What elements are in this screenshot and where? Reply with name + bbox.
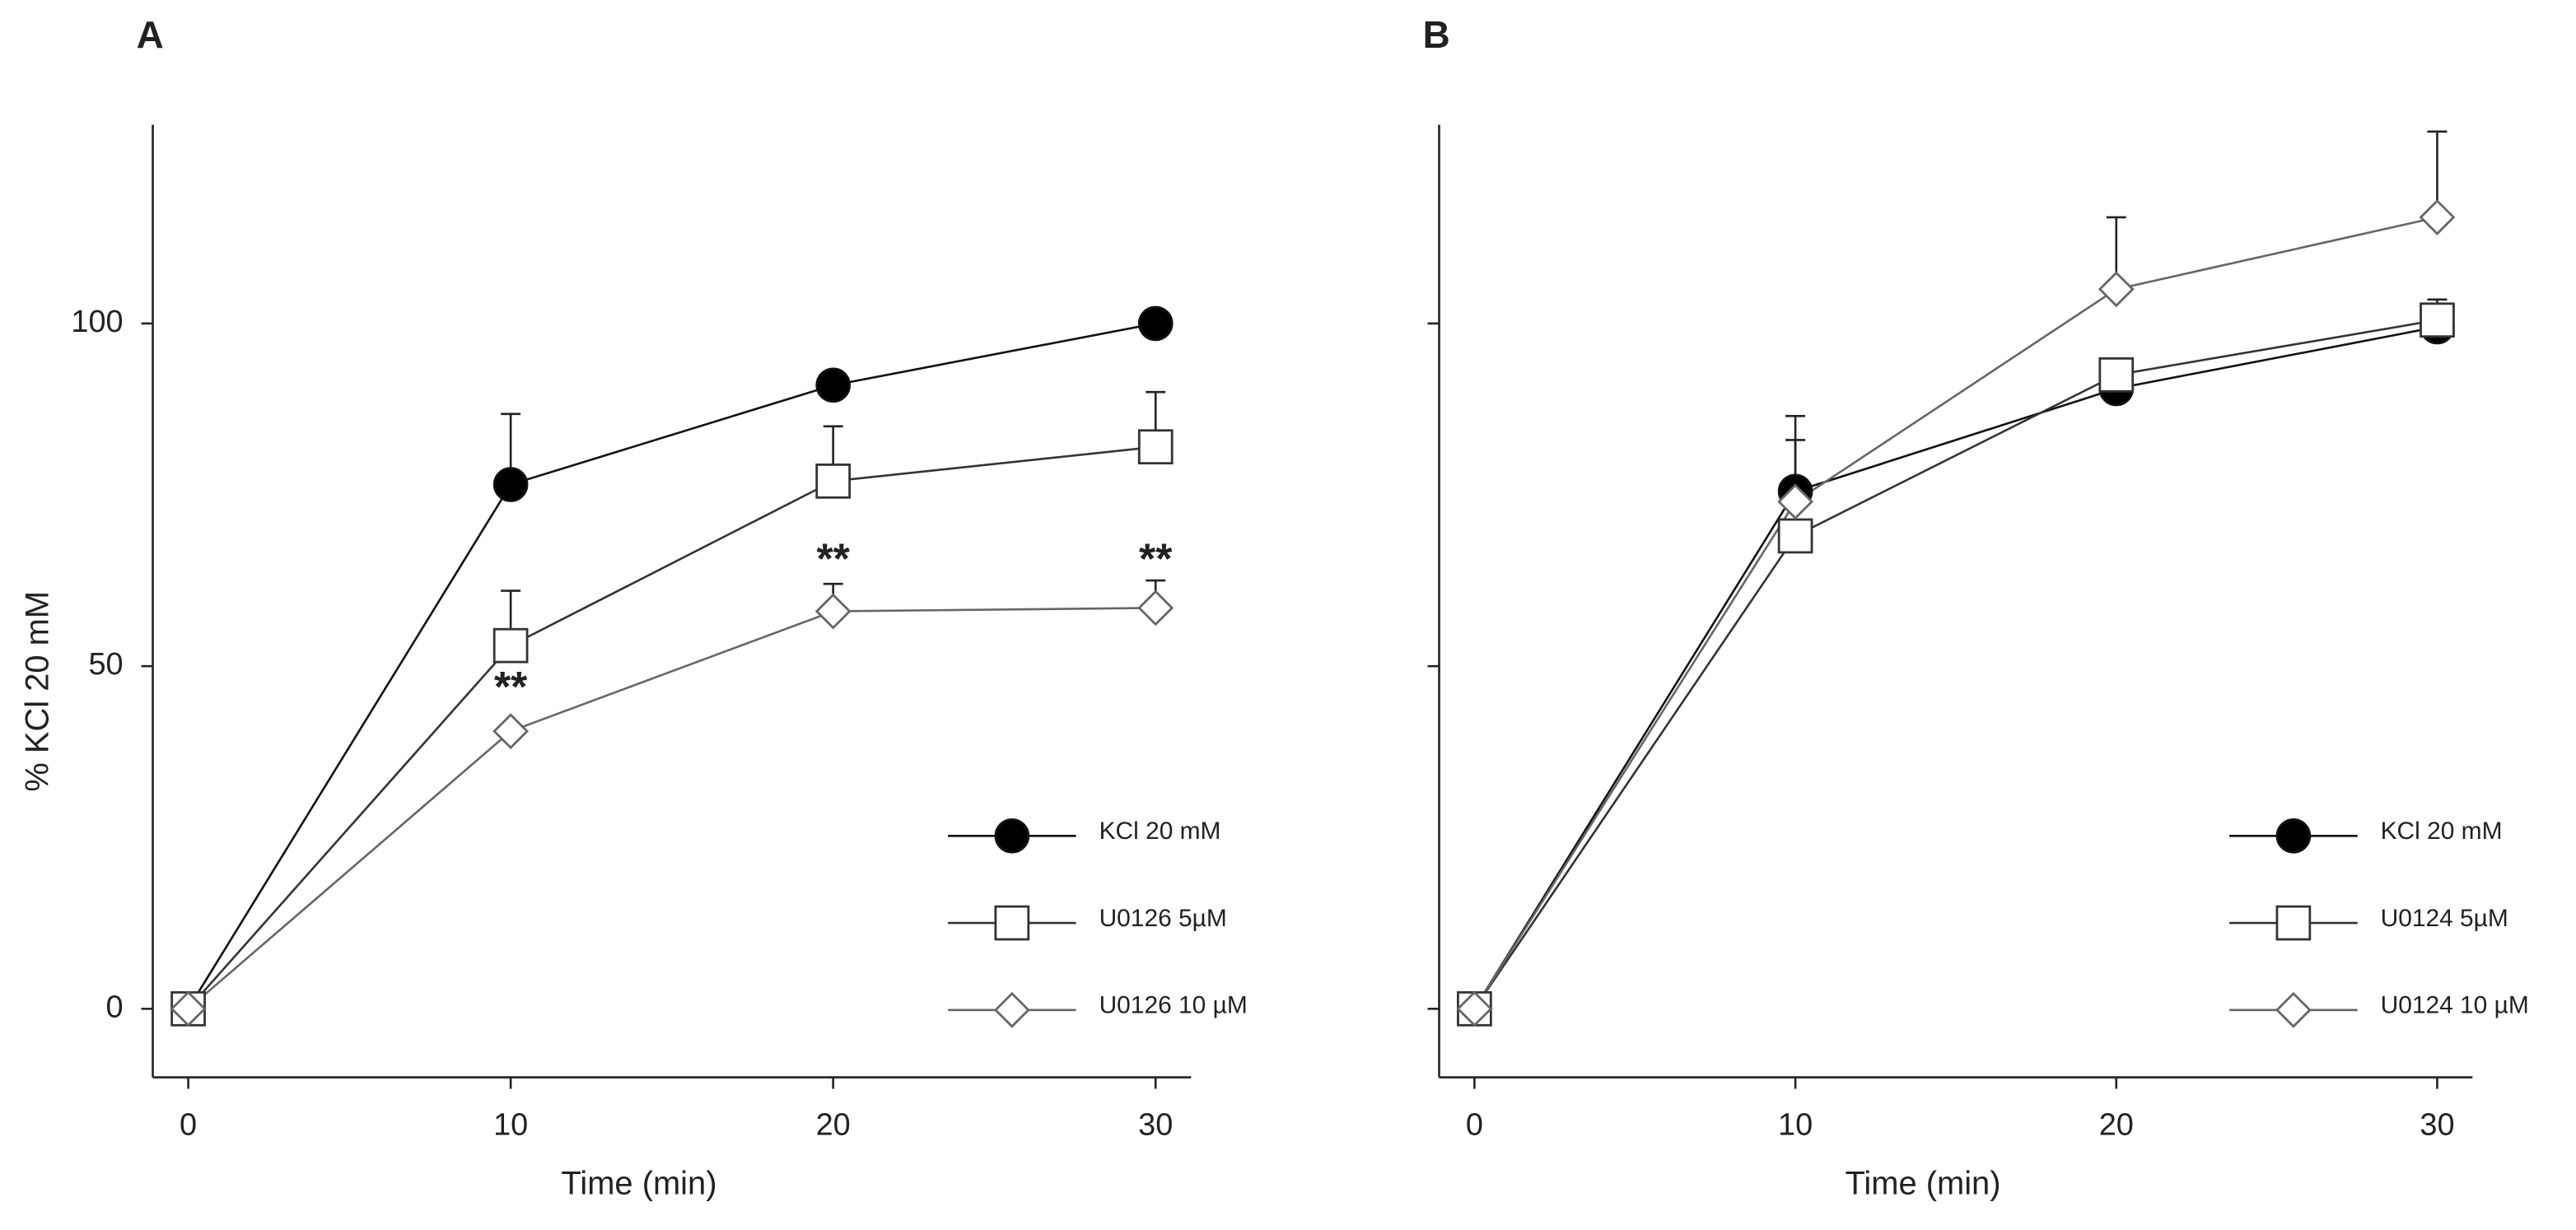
data-point	[1137, 305, 1174, 342]
x-tick-label: 10	[493, 1107, 528, 1142]
legend-label: U0126 10 µM	[1099, 992, 1248, 1019]
data-point	[1137, 429, 1174, 465]
legend-marker	[2275, 818, 2312, 854]
x-tick-label: 30	[2420, 1107, 2454, 1142]
x-tick-label: 0	[1466, 1107, 1483, 1142]
legend-label: U0124 10 µM	[2381, 992, 2529, 1019]
panel-label: B	[1423, 13, 1450, 56]
data-point	[814, 593, 852, 630]
data-point	[1777, 483, 1814, 520]
legend-marker	[994, 818, 1030, 854]
y-tick-label: 50	[88, 647, 123, 682]
series-line	[187, 607, 1156, 1010]
data-point	[2098, 271, 2135, 308]
data-point	[1456, 990, 1493, 1027]
data-point	[2098, 357, 2135, 393]
legend-label: KCl 20 mM	[1099, 818, 1221, 845]
data-point	[492, 627, 529, 664]
data-point	[492, 467, 529, 502]
x-tick-label: 30	[1138, 1107, 1173, 1142]
data-point	[815, 367, 852, 403]
legend-marker	[2275, 905, 2312, 941]
y-tick-label: 0	[106, 990, 124, 1024]
annotation: **	[1139, 534, 1173, 582]
y-axis-label: % KCl 20 mM	[19, 591, 55, 792]
data-point	[492, 713, 530, 750]
y-tick-label: 100	[71, 305, 123, 339]
series-line	[1473, 216, 2438, 1010]
legend-label: U0126 5µM	[1099, 905, 1227, 932]
data-point	[2420, 302, 2455, 338]
series-line	[187, 445, 1156, 1010]
annotation: **	[816, 534, 850, 582]
legend-marker	[994, 905, 1030, 941]
data-point	[2419, 198, 2456, 235]
legend-label: U0124 5µM	[2381, 905, 2508, 932]
legend-marker	[993, 991, 1030, 1028]
data-point	[170, 990, 207, 1027]
x-tick-label: 20	[2099, 1107, 2134, 1142]
annotation: **	[494, 663, 528, 711]
series-line	[1473, 319, 2438, 1010]
panel-label: A	[137, 13, 164, 56]
x-tick-label: 20	[816, 1107, 851, 1142]
series-line	[1473, 325, 2438, 1010]
x-axis-label: Time (min)	[561, 1166, 716, 1202]
x-axis-label: Time (min)	[1846, 1166, 2001, 1202]
legend-marker	[2275, 991, 2312, 1028]
data-point	[1137, 589, 1174, 627]
series-line	[187, 322, 1156, 1010]
data-point	[1777, 518, 1813, 554]
data-point	[815, 464, 852, 499]
x-tick-label: 0	[180, 1107, 197, 1142]
x-tick-label: 10	[1778, 1107, 1813, 1142]
legend-label: KCl 20 mM	[2381, 818, 2503, 845]
